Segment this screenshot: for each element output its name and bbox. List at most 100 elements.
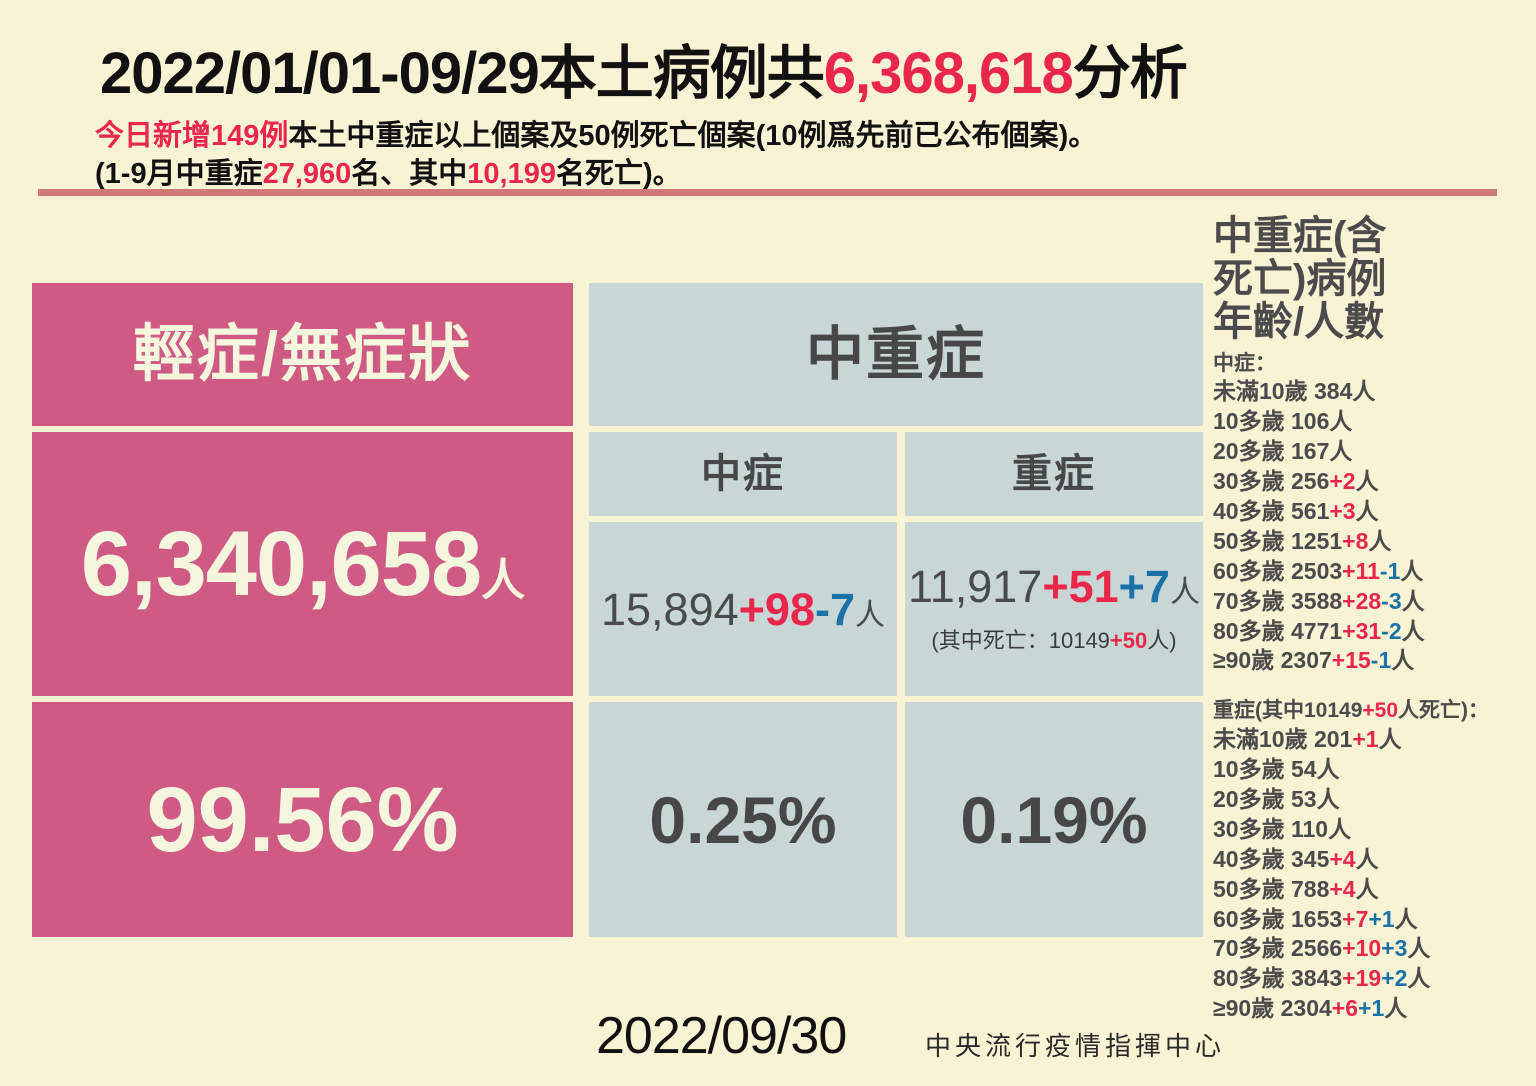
moderate-age-row: 80多歲 4771+31-2人 [1213, 617, 1533, 647]
subtitle-2-e: 名死亡)。 [556, 158, 682, 190]
moderate-age-unit: 人 [1401, 617, 1425, 644]
critical-age-row: 80多歲 3843+19+2人 [1213, 964, 1533, 994]
critical-age-delta-down: +1 [1358, 995, 1385, 1022]
moderate-age-group-label: 中症： [1213, 351, 1276, 375]
moderate-age-value: 3588 [1290, 587, 1343, 614]
moderate-age-delta-up: +31 [1342, 617, 1382, 644]
moderate-age-row: 10多歲 106人 [1213, 407, 1533, 437]
moderate-age-value: 4771 [1290, 617, 1343, 644]
moderate-age-unit: 人 [1401, 587, 1425, 614]
critical-deaths-note: (其中死亡：10149+50人) [931, 623, 1176, 655]
critical-age-value: 1653 [1290, 905, 1343, 932]
critical-age-value: 54 [1290, 756, 1317, 783]
moderate-age-delta-down: -1 [1370, 647, 1392, 674]
page-title: 2022/01/01-09/29本土病例共6,368,618分析 [100, 26, 1188, 110]
critical-count-base: 11,917 [908, 560, 1043, 612]
moderate-age-value: 106 [1290, 408, 1330, 435]
critical-age-rows: 未滿10歲 201+1人 10多歲 54人 20多歲 53人 30多歲 110人 40多… [1213, 725, 1533, 1024]
critical-age-row: 20多歲 53人 [1213, 785, 1533, 815]
moderate-age-age: 80多歲 [1213, 617, 1291, 644]
moderate-count-base: 15,894 [601, 583, 739, 635]
moderate-percent: 0.25% [649, 782, 837, 857]
subtitle-line-2: (1-9月中重症27,960名、其中10,199名死亡)。 [95, 150, 682, 192]
sidebar-title: 中重症(含 死亡)病例 年齡/人數 [1213, 214, 1533, 345]
sidebar-title-line-1: 中重症(含 [1213, 214, 1387, 258]
critical-age-delta-down: +1 [1368, 905, 1395, 932]
critical-age-delta-up: +6 [1331, 995, 1359, 1022]
critical-age-group-label: 重症(其中10149+50人死亡)： [1213, 698, 1533, 725]
moderate-age-delta-up: +2 [1329, 468, 1356, 495]
critical-age-age: 30多歲 [1213, 815, 1291, 842]
critical-deaths-suffix: 人) [1147, 627, 1177, 653]
critical-age-row: 30多歲 110人 [1213, 815, 1533, 845]
subtitle-ytd-deaths: 10,199 [467, 158, 556, 190]
critical-age-delta-up: +4 [1329, 875, 1356, 902]
critical-count: 11,917+51+7人 [908, 564, 1200, 609]
subtitle-2-c: 名、其中 [351, 158, 468, 190]
critical-age-age: 20多歲 [1213, 786, 1291, 812]
moderate-age-delta-up: +15 [1331, 647, 1371, 674]
moderate-age-unit: 人 [1391, 647, 1415, 674]
mild-heading-label: 輕症/無症狀 [132, 319, 473, 389]
critical-age-age: 未滿10歲 [1213, 726, 1314, 753]
moderate-count-panel: 15,894+98-7人 [589, 522, 897, 696]
subtitle-2-a: (1-9月中重症 [95, 158, 263, 190]
moderate-age-delta-down: -3 [1381, 587, 1402, 614]
critical-percent-panel: 0.19% [905, 702, 1203, 937]
moderate-age-group: 中症： 未滿10歲 384人 10多歲 106人 20多歲 167人 30多歲 256… [1213, 351, 1533, 677]
sidebar-title-line-2: 死亡)病例 [1213, 257, 1387, 302]
critical-age-delta-up: +19 [1342, 965, 1382, 992]
title-prefix: 2022/01/01-09/29本土病例共 [100, 41, 825, 106]
critical-age-delta-up: +7 [1342, 905, 1369, 932]
critical-age-group: 重症(其中10149+50人死亡)： 未滿10歲 201+1人 10多歲 54人 2… [1213, 698, 1533, 1024]
moderate-age-age: 30多歲 [1213, 468, 1291, 495]
mild-count: 6,340,658人 [81, 518, 525, 610]
subtitle-line-1-rest: 本土中重症以上個案及50例死亡個案(10例爲先前已公布個案)。 [288, 120, 1098, 152]
mild-percent: 99.56% [146, 768, 459, 871]
critical-age-unit: 人 [1378, 726, 1402, 753]
critical-age-unit: 人 [1384, 995, 1408, 1022]
critical-age-unit: 人 [1316, 786, 1340, 812]
subtitle-new-cases: 今日新增149例 [95, 120, 289, 152]
moderate-age-unit: 人 [1355, 498, 1379, 524]
critical-age-row: 40多歲 345+4人 [1213, 845, 1533, 875]
critical-age-age: 80多歲 [1213, 965, 1291, 992]
moderate-heading-label: 中症 [701, 452, 785, 496]
title-total-cases: 6,368,618 [823, 41, 1074, 106]
moderate-age-row: 未滿10歲 384人 [1213, 377, 1533, 407]
critical-age-value: 201 [1313, 726, 1353, 753]
critical-age-row: 60多歲 1653+7+1人 [1213, 905, 1533, 935]
critical-percent: 0.19% [960, 782, 1148, 857]
critical-deaths-delta: +50 [1109, 627, 1148, 653]
critical-age-row: ≥90歲 2304+6+1人 [1213, 994, 1533, 1024]
critical-age-row: 未滿10歲 201+1人 [1213, 725, 1533, 755]
critical-count-unit: 人 [1169, 575, 1200, 609]
critical-label-delta: +50 [1362, 699, 1399, 723]
mild-percent-panel: 99.56% [32, 702, 573, 937]
critical-age-unit: 人 [1355, 845, 1379, 872]
issuing-organization: 中央流行疫情指揮中心 [925, 1031, 1226, 1061]
moderate-age-unit: 人 [1400, 557, 1424, 584]
critical-age-row: 70多歲 2566+10+3人 [1213, 934, 1533, 964]
critical-age-value: 3843 [1290, 965, 1343, 992]
moderate-age-age: 未滿10歲 [1213, 378, 1314, 405]
critical-age-row: 10多歲 54人 [1213, 755, 1533, 785]
critical-age-delta-up: +1 [1352, 726, 1379, 753]
subtitle-ytd-severe: 27,960 [262, 158, 352, 190]
critical-age-value: 53 [1290, 786, 1317, 812]
critical-age-value: 2566 [1290, 935, 1343, 962]
moderate-count-delta-down: -7 [814, 583, 855, 635]
mild-count-value: 6,340,658 [80, 513, 482, 615]
subtitle-line-1: 今日新增149例本土中重症以上個案及50例死亡個案(10例爲先前已公布個案)。 [95, 112, 1097, 154]
moderate-age-value: 256 [1290, 468, 1330, 495]
critical-label-a: 重症(其中10149 [1213, 699, 1363, 723]
moderate-age-delta-up: +11 [1342, 557, 1380, 584]
critical-count-panel: 11,917+51+7人 (其中死亡：10149+50人) [905, 522, 1203, 696]
moderate-age-row: 30多歲 256+2人 [1213, 467, 1533, 497]
moderate-age-row: 50多歲 1251+8人 [1213, 527, 1533, 557]
moderate-age-delta-down: -2 [1381, 617, 1402, 644]
critical-age-unit: 人 [1407, 935, 1431, 962]
header-divider [38, 189, 1497, 196]
moderate-age-row: ≥90歲 2307+15-1人 [1213, 646, 1533, 676]
